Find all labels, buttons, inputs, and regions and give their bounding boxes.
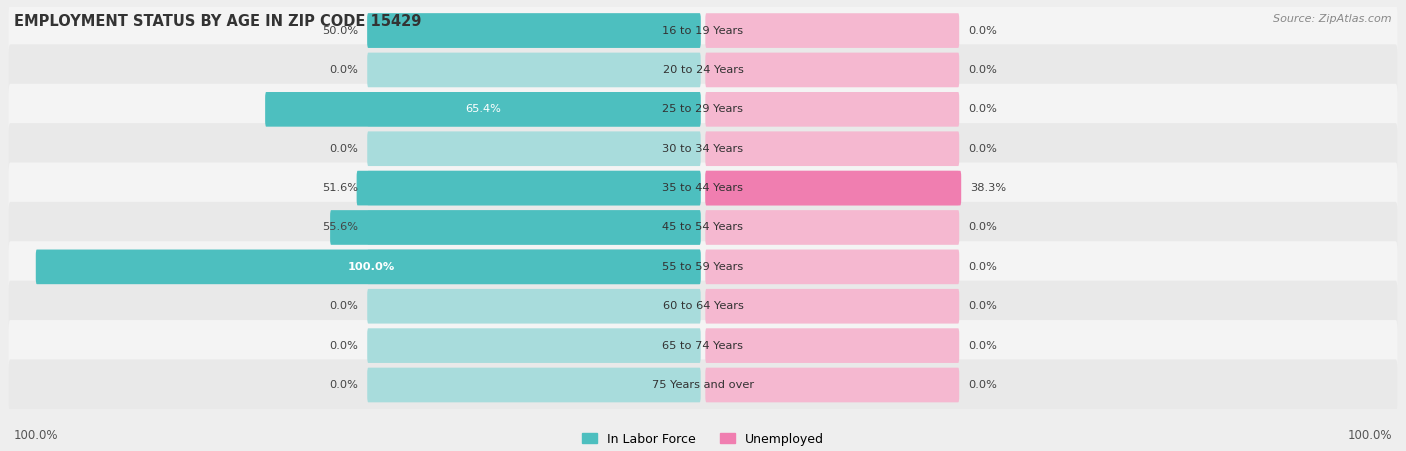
FancyBboxPatch shape: [35, 249, 700, 284]
Text: 60 to 64 Years: 60 to 64 Years: [662, 301, 744, 311]
Text: 51.6%: 51.6%: [322, 183, 359, 193]
Text: 75 Years and over: 75 Years and over: [652, 380, 754, 390]
FancyBboxPatch shape: [706, 92, 959, 127]
Text: 0.0%: 0.0%: [329, 380, 359, 390]
Text: 0.0%: 0.0%: [969, 380, 997, 390]
Text: 100.0%: 100.0%: [347, 262, 395, 272]
Text: 50.0%: 50.0%: [322, 26, 359, 36]
FancyBboxPatch shape: [706, 210, 959, 245]
Text: Source: ZipAtlas.com: Source: ZipAtlas.com: [1274, 14, 1392, 23]
Text: EMPLOYMENT STATUS BY AGE IN ZIP CODE 15429: EMPLOYMENT STATUS BY AGE IN ZIP CODE 154…: [14, 14, 422, 28]
Text: 100.0%: 100.0%: [1347, 429, 1392, 442]
Text: 0.0%: 0.0%: [969, 144, 997, 154]
FancyBboxPatch shape: [8, 281, 1398, 332]
Text: 0.0%: 0.0%: [969, 222, 997, 232]
FancyBboxPatch shape: [706, 328, 959, 363]
Text: 0.0%: 0.0%: [969, 26, 997, 36]
FancyBboxPatch shape: [706, 131, 959, 166]
FancyBboxPatch shape: [706, 368, 959, 402]
FancyBboxPatch shape: [367, 171, 700, 205]
FancyBboxPatch shape: [367, 210, 700, 245]
FancyBboxPatch shape: [8, 44, 1398, 96]
Text: 30 to 34 Years: 30 to 34 Years: [662, 144, 744, 154]
Text: 38.3%: 38.3%: [970, 183, 1007, 193]
Text: 20 to 24 Years: 20 to 24 Years: [662, 65, 744, 75]
FancyBboxPatch shape: [357, 171, 700, 205]
Text: 0.0%: 0.0%: [969, 341, 997, 350]
Text: 65 to 74 Years: 65 to 74 Years: [662, 341, 744, 350]
Text: 45 to 54 Years: 45 to 54 Years: [662, 222, 744, 232]
FancyBboxPatch shape: [8, 5, 1398, 56]
FancyBboxPatch shape: [8, 123, 1398, 175]
FancyBboxPatch shape: [8, 320, 1398, 371]
FancyBboxPatch shape: [367, 13, 700, 48]
Text: 0.0%: 0.0%: [329, 144, 359, 154]
Legend: In Labor Force, Unemployed: In Labor Force, Unemployed: [576, 428, 830, 451]
FancyBboxPatch shape: [367, 53, 700, 87]
FancyBboxPatch shape: [8, 241, 1398, 292]
FancyBboxPatch shape: [367, 249, 700, 284]
FancyBboxPatch shape: [706, 249, 959, 284]
FancyBboxPatch shape: [8, 162, 1398, 214]
FancyBboxPatch shape: [706, 13, 959, 48]
Text: 16 to 19 Years: 16 to 19 Years: [662, 26, 744, 36]
FancyBboxPatch shape: [266, 92, 700, 127]
Text: 0.0%: 0.0%: [969, 262, 997, 272]
Text: 0.0%: 0.0%: [329, 65, 359, 75]
FancyBboxPatch shape: [367, 368, 700, 402]
Text: 0.0%: 0.0%: [329, 301, 359, 311]
FancyBboxPatch shape: [706, 171, 959, 205]
Text: 55 to 59 Years: 55 to 59 Years: [662, 262, 744, 272]
Text: 0.0%: 0.0%: [329, 341, 359, 350]
FancyBboxPatch shape: [706, 171, 962, 205]
FancyBboxPatch shape: [330, 210, 700, 245]
Text: 0.0%: 0.0%: [969, 301, 997, 311]
FancyBboxPatch shape: [367, 92, 700, 127]
Text: 65.4%: 65.4%: [465, 104, 501, 115]
FancyBboxPatch shape: [706, 53, 959, 87]
FancyBboxPatch shape: [367, 328, 700, 363]
Text: 55.6%: 55.6%: [322, 222, 359, 232]
FancyBboxPatch shape: [367, 131, 700, 166]
FancyBboxPatch shape: [367, 13, 700, 48]
FancyBboxPatch shape: [706, 289, 959, 323]
FancyBboxPatch shape: [8, 359, 1398, 410]
Text: 100.0%: 100.0%: [14, 429, 59, 442]
FancyBboxPatch shape: [8, 202, 1398, 253]
FancyBboxPatch shape: [8, 84, 1398, 135]
FancyBboxPatch shape: [367, 289, 700, 323]
Text: 0.0%: 0.0%: [969, 65, 997, 75]
Text: 35 to 44 Years: 35 to 44 Years: [662, 183, 744, 193]
Text: 25 to 29 Years: 25 to 29 Years: [662, 104, 744, 115]
Text: 0.0%: 0.0%: [969, 104, 997, 115]
